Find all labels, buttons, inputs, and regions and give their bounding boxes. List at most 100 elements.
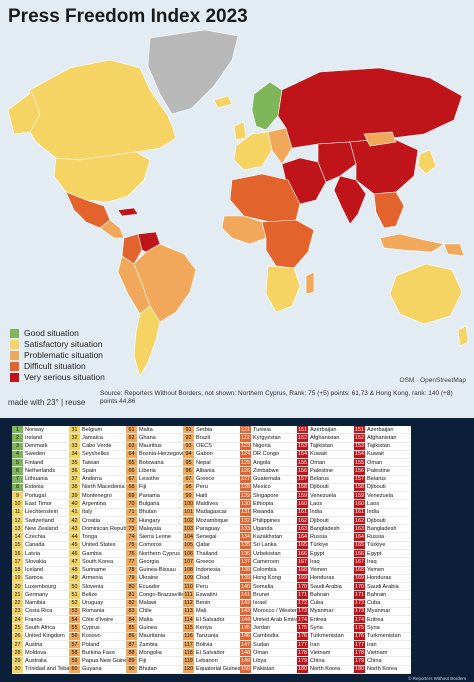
country-name: Peru bbox=[196, 583, 208, 590]
world-map[interactable] bbox=[0, 30, 474, 390]
country-name: Congo-Brazzaville bbox=[139, 591, 183, 598]
region-indonesia[interactable] bbox=[379, 233, 445, 253]
rank-number: 127 bbox=[240, 475, 251, 483]
region-usa[interactable] bbox=[53, 151, 151, 203]
ranking-row: 175 Syria bbox=[297, 624, 354, 633]
region-colombia[interactable] bbox=[121, 233, 143, 265]
rank-number: 99 bbox=[183, 492, 194, 500]
region-central-america[interactable] bbox=[99, 219, 125, 239]
region-central-east-africa[interactable] bbox=[261, 219, 315, 269]
ranking-row: 153 Tajikistan bbox=[297, 442, 354, 451]
ranking-row: 174 Eritrea bbox=[354, 616, 411, 625]
country-name: Belarus bbox=[367, 476, 386, 483]
ranking-row: 16 Latvia bbox=[12, 549, 69, 559]
region-alaska[interactable] bbox=[7, 91, 41, 135]
rank-number: 166 bbox=[354, 549, 365, 558]
rank-number: 12 bbox=[12, 516, 23, 525]
rank-number: 165 bbox=[297, 541, 308, 549]
region-eastern-europe[interactable] bbox=[267, 127, 293, 165]
ranking-row: 40 Argentina bbox=[69, 500, 126, 509]
region-central-asia[interactable] bbox=[317, 141, 357, 183]
rank-number: 133 bbox=[240, 525, 251, 533]
country-name: Peru bbox=[196, 484, 208, 491]
rank-number: 150 bbox=[240, 665, 251, 673]
ranking-row: 65 Botswana bbox=[126, 459, 183, 468]
rank-number: 86 bbox=[126, 632, 137, 640]
region-iceland[interactable] bbox=[213, 95, 233, 109]
region-russia[interactable] bbox=[277, 67, 463, 149]
ranking-row: 44 Tonga bbox=[69, 533, 126, 542]
region-southern-cone[interactable] bbox=[133, 305, 161, 377]
country-name: Cameroon bbox=[253, 558, 280, 565]
ranking-column: 1 Norway 2 Ireland 3 Denmark 4 Sweden 5 Finland 6 N… bbox=[12, 426, 69, 674]
region-west-africa[interactable] bbox=[221, 215, 267, 245]
country-name: Honduras bbox=[310, 575, 335, 582]
region-canada[interactable] bbox=[21, 59, 177, 161]
ranking-row: 168 Yemen bbox=[297, 566, 354, 575]
region-madagascar[interactable] bbox=[305, 271, 315, 295]
country-name: Côte d'Ivoire bbox=[82, 616, 114, 623]
made-with-reuse-link[interactable]: made with 23° | reuse bbox=[8, 398, 86, 407]
country-name: Djibouti bbox=[310, 484, 329, 491]
rank-number: 4 bbox=[12, 450, 23, 459]
rank-number: 33 bbox=[69, 442, 80, 450]
country-name: Türkiye bbox=[310, 542, 329, 549]
ranking-row: 149 Libya bbox=[240, 657, 297, 666]
ranking-row: 100 Maldives bbox=[183, 500, 240, 509]
country-name: Yemen bbox=[310, 567, 328, 574]
ranking-row: 152 Afghanistan bbox=[297, 434, 354, 443]
region-papua-new-guinea[interactable] bbox=[443, 243, 465, 257]
rank-number: 91 bbox=[183, 426, 194, 434]
country-name: DR Congo bbox=[253, 451, 280, 458]
rank-number: 35 bbox=[69, 459, 80, 467]
legend-label: Very serious situation bbox=[24, 372, 105, 383]
rank-number: 108 bbox=[183, 566, 194, 574]
ranking-row: 117 Bolivia bbox=[183, 640, 240, 650]
region-western-europe[interactable] bbox=[233, 131, 273, 171]
rank-number: 28 bbox=[12, 649, 23, 657]
ranking-row: 20 Luxembourg bbox=[12, 583, 69, 592]
ranking-row: 169 Honduras bbox=[297, 574, 354, 584]
ranking-row: 105 Qatar bbox=[183, 541, 240, 550]
rank-number: 171 bbox=[297, 591, 308, 599]
country-name: Cuba bbox=[310, 600, 324, 607]
rank-number: 152 bbox=[354, 434, 365, 442]
rank-number: 111 bbox=[183, 591, 194, 599]
ranking-row: 21 Germany bbox=[12, 591, 69, 600]
country-name: Liberia bbox=[139, 467, 156, 474]
ranking-row: 155 Oman bbox=[354, 459, 411, 468]
ranking-row: 180 North Korea bbox=[354, 665, 411, 674]
ranking-row: 82 Malawi bbox=[126, 599, 183, 608]
ranking-row: 156 Palestine bbox=[297, 467, 354, 476]
region-southern-africa[interactable] bbox=[265, 265, 301, 313]
region-greenland[interactable] bbox=[147, 30, 239, 115]
region-australia[interactable] bbox=[389, 263, 463, 325]
country-name: Bolivia bbox=[196, 641, 213, 648]
country-name: Serbia bbox=[196, 426, 213, 433]
region-scandinavia[interactable] bbox=[251, 81, 283, 131]
region-india[interactable] bbox=[333, 175, 367, 225]
rank-number: 14 bbox=[12, 533, 23, 541]
country-name: Latvia bbox=[25, 550, 40, 557]
rank-number: 52 bbox=[69, 599, 80, 607]
ranking-row: 61 Malta bbox=[126, 426, 183, 435]
osm-credit[interactable]: OSM · OpenStreetMap bbox=[399, 377, 466, 384]
region-japan-korea[interactable] bbox=[417, 149, 437, 175]
ranking-row: 35 Taiwan bbox=[69, 459, 126, 468]
region-uk-ireland[interactable] bbox=[233, 121, 247, 141]
rank-number: 48 bbox=[69, 566, 80, 574]
region-cuba[interactable] bbox=[117, 207, 139, 217]
country-name: Estonia bbox=[25, 484, 44, 491]
region-mongolia[interactable] bbox=[363, 131, 397, 147]
country-name: Andorra bbox=[82, 476, 102, 483]
rank-number: 55 bbox=[69, 624, 80, 632]
ranking-row: 56 Kosovo bbox=[69, 632, 126, 641]
ranking-row: 77 Georgia bbox=[126, 558, 183, 567]
ranking-row: 55 Cyprus bbox=[69, 624, 126, 633]
rank-number: 153 bbox=[297, 442, 308, 450]
region-new-zealand[interactable] bbox=[457, 325, 469, 347]
rank-number: 62 bbox=[126, 434, 137, 442]
country-name: Ghana bbox=[139, 434, 156, 441]
rank-number: 130 bbox=[240, 500, 251, 508]
region-southeast-asia[interactable] bbox=[373, 191, 405, 229]
